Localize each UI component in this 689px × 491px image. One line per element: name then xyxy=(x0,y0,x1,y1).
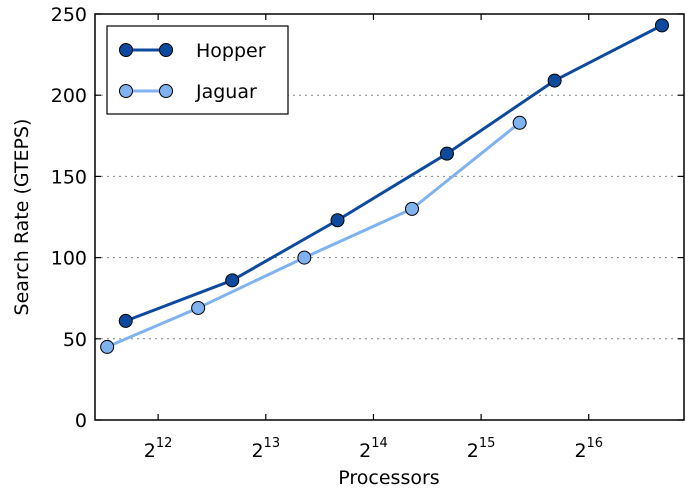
plot-border xyxy=(94,13,685,421)
x-axis-label: Processors xyxy=(338,467,439,489)
series-layer xyxy=(100,18,669,354)
y-tick-label: 150 xyxy=(51,166,87,188)
data-point xyxy=(191,300,206,315)
legend-marker xyxy=(159,43,173,57)
x-tick-label: 214 xyxy=(359,436,388,462)
legend-label: Jaguar xyxy=(195,81,257,103)
x-tick-label: 215 xyxy=(467,436,496,462)
data-point xyxy=(225,273,240,288)
y-tick-label: 50 xyxy=(63,329,87,351)
series-jaguar xyxy=(100,115,527,354)
series-hopper xyxy=(118,18,669,328)
x-axis-ticks: 212 213 214 215 216 xyxy=(144,14,603,462)
y-tick-label: 200 xyxy=(51,85,87,107)
y-gridlines xyxy=(95,94,684,340)
y-axis-ticks: 0 50 100 150 200 250 xyxy=(51,4,684,432)
y-tick-label: 100 xyxy=(51,248,87,270)
x-tick-label: 216 xyxy=(574,436,603,462)
data-point xyxy=(404,201,419,216)
y-tick-label: 250 xyxy=(51,4,87,26)
plot-frame xyxy=(94,13,685,421)
data-point xyxy=(330,213,345,228)
legend-item-hopper: Hopper xyxy=(119,40,266,62)
data-point xyxy=(654,18,669,33)
data-point xyxy=(100,339,115,354)
legend-marker xyxy=(159,84,173,98)
y-tick-label: 0 xyxy=(75,410,87,432)
legend-box xyxy=(106,25,289,115)
x-tick-label: 213 xyxy=(251,436,280,462)
data-point xyxy=(297,250,312,265)
legend-label: Hopper xyxy=(196,40,266,62)
legend-item-jaguar: Jaguar xyxy=(119,81,257,103)
data-point xyxy=(118,313,133,328)
legend: Hopper Jaguar xyxy=(106,25,289,115)
legend-marker xyxy=(119,43,133,57)
legend-marker xyxy=(119,84,133,98)
series-line xyxy=(125,24,663,323)
data-point xyxy=(439,146,454,161)
y-axis-label: Search Rate (GTEPS) xyxy=(11,119,33,316)
x-tick-label: 212 xyxy=(144,436,173,462)
data-point xyxy=(512,115,527,130)
data-point xyxy=(547,73,562,88)
